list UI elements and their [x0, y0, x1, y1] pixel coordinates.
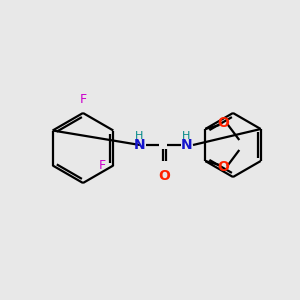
- Text: N: N: [181, 138, 193, 152]
- Text: H: H: [182, 131, 190, 141]
- Text: H: H: [135, 131, 143, 141]
- Text: O: O: [158, 169, 170, 183]
- Text: O: O: [217, 116, 229, 130]
- Text: N: N: [134, 138, 146, 152]
- Text: O: O: [217, 160, 229, 174]
- Text: F: F: [99, 159, 106, 172]
- Text: F: F: [80, 93, 87, 106]
